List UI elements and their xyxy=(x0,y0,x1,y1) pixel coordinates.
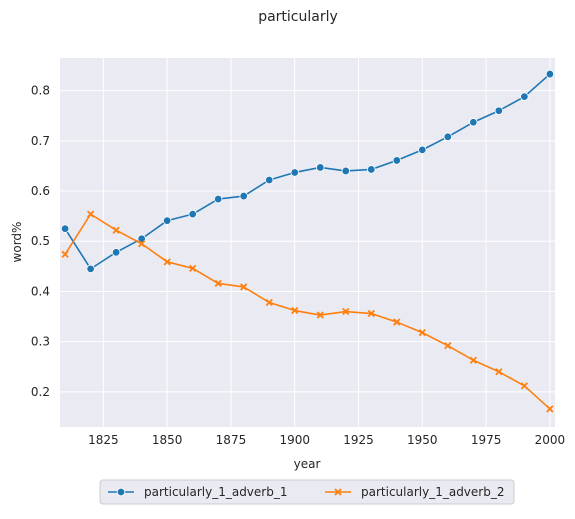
y-axis-label: word% xyxy=(10,222,24,263)
legend: particularly_1_adverb_1 particularly_1_ad… xyxy=(99,479,515,505)
legend-label: particularly_1_adverb_2 xyxy=(361,485,504,499)
legend-label: particularly_1_adverb_1 xyxy=(144,485,287,499)
y-tick-label: 0.3 xyxy=(31,335,50,349)
data-point xyxy=(443,132,453,142)
x-tick-label: 1925 xyxy=(343,433,374,447)
data-point xyxy=(111,248,121,257)
data-point xyxy=(60,224,70,233)
data-point xyxy=(162,216,172,225)
x-tick-label: 1825 xyxy=(88,433,119,447)
x-tick-label: 1975 xyxy=(471,433,502,447)
data-point xyxy=(494,106,504,115)
series-particularly_1_adverb_1 xyxy=(60,69,555,274)
data-point xyxy=(341,166,350,176)
y-tick-label: 0.5 xyxy=(31,234,50,248)
data-point xyxy=(367,165,376,174)
data-point xyxy=(265,298,273,307)
x-tick-label: 1850 xyxy=(152,433,183,447)
data-point xyxy=(545,69,555,79)
data-point xyxy=(367,309,375,318)
y-tick-label: 0.2 xyxy=(31,385,50,399)
data-point xyxy=(163,258,171,266)
data-point xyxy=(418,328,426,337)
data-point xyxy=(188,209,197,219)
data-point xyxy=(316,311,324,319)
data-point xyxy=(213,194,223,204)
series-line xyxy=(64,213,551,410)
y-tick-label: 0.6 xyxy=(31,184,50,198)
y-tick-label: 0.4 xyxy=(31,284,50,298)
y-tick-label: 0.8 xyxy=(31,84,50,98)
x-tick-label: 1875 xyxy=(216,433,247,447)
legend-marker xyxy=(116,487,126,497)
data-point xyxy=(520,382,529,390)
data-point xyxy=(112,226,120,234)
series-particularly_1_adverb_2 xyxy=(61,210,554,413)
data-point xyxy=(265,175,274,185)
data-point xyxy=(469,118,478,127)
legend-marker xyxy=(334,488,342,496)
data-point xyxy=(239,191,248,201)
x-tick-label: 1900 xyxy=(279,433,310,447)
data-point xyxy=(392,156,402,165)
data-point xyxy=(393,318,401,326)
data-point xyxy=(86,264,95,274)
data-point xyxy=(520,92,529,101)
data-point xyxy=(418,145,427,155)
y-tick-labels: 0.2 0.3 0.4 0.5 0.6 0.7 0.8 xyxy=(31,84,50,399)
x-tick-label: 2000 xyxy=(535,433,566,447)
data-point xyxy=(86,210,95,218)
series-layer xyxy=(60,69,555,413)
data-point xyxy=(342,307,350,316)
data-point xyxy=(138,240,146,248)
x-axis-label: year xyxy=(294,457,321,471)
data-point xyxy=(469,356,477,364)
data-point xyxy=(546,405,554,413)
series-line xyxy=(64,73,551,270)
legend-item: particularly_1_adverb_2 xyxy=(325,485,504,499)
data-point xyxy=(290,168,299,177)
y-tick-label: 0.7 xyxy=(31,134,50,148)
data-point xyxy=(291,306,299,315)
legend-item: particularly_1_adverb_1 xyxy=(108,485,287,499)
data-point xyxy=(240,283,248,291)
data-point xyxy=(444,342,452,350)
data-point xyxy=(61,250,69,258)
chart-title: particularly xyxy=(258,9,338,25)
data-point xyxy=(316,163,325,172)
x-tick-labels: 1825 1850 1875 1900 1925 1950 1975 2000 xyxy=(88,433,565,447)
data-point xyxy=(214,279,222,288)
legend-box xyxy=(99,479,515,505)
data-point xyxy=(495,368,503,376)
data-point xyxy=(189,264,197,272)
x-tick-label: 1950 xyxy=(407,433,438,447)
